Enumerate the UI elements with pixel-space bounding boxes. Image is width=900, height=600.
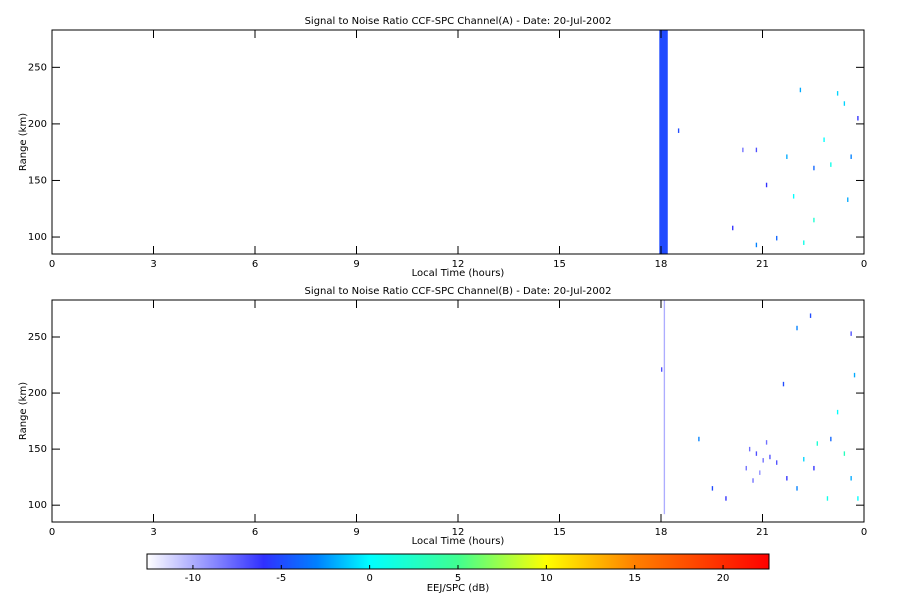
cell — [759, 470, 761, 475]
cell — [711, 486, 714, 491]
cell — [799, 87, 802, 93]
y-tick-label: 200 — [28, 388, 47, 399]
cell — [847, 197, 849, 202]
cell — [786, 476, 788, 481]
cell — [748, 446, 751, 452]
x-tick-label: 9 — [353, 527, 359, 538]
cell — [786, 154, 788, 159]
cell — [796, 486, 798, 491]
cell — [830, 162, 832, 167]
x-tick-label: 12 — [452, 527, 465, 538]
cell — [782, 381, 785, 387]
colorbar-tick-label: 15 — [628, 573, 641, 584]
cell — [745, 465, 747, 471]
colorbar-label: EEJ/SPC (dB) — [427, 583, 490, 594]
cell — [803, 456, 805, 462]
cell — [663, 300, 666, 515]
cell — [659, 30, 668, 254]
x-axis-label: Local Time (hours) — [412, 536, 505, 547]
x-tick-label: 21 — [756, 259, 769, 270]
colorbar-tick-label: 20 — [717, 573, 730, 584]
chart-title: Signal to Noise Ratio CCF-SPC Channel(B)… — [305, 286, 612, 297]
cell — [776, 235, 778, 241]
cell — [853, 372, 856, 378]
x-axis-label: Local Time (hours) — [412, 268, 505, 279]
cell — [792, 194, 795, 199]
colorbar-tick-label: 10 — [540, 573, 553, 584]
plot-frame — [51, 299, 865, 523]
cell — [857, 115, 859, 121]
y-axis-label: Range (km) — [18, 113, 29, 171]
cell — [803, 240, 805, 245]
colorbar-tick-label: -5 — [276, 573, 286, 584]
cell — [816, 441, 818, 446]
cell — [809, 313, 812, 318]
cell — [836, 91, 839, 96]
cell — [836, 409, 839, 415]
y-tick-label: 150 — [28, 444, 47, 455]
x-tick-label: 0 — [861, 527, 867, 538]
x-tick-label: 0 — [49, 527, 55, 538]
x-tick-label: 9 — [353, 259, 359, 270]
x-tick-label: 3 — [150, 527, 156, 538]
x-tick-label: 6 — [252, 259, 258, 270]
plot-frame — [51, 29, 865, 255]
y-tick-label: 100 — [28, 232, 47, 243]
x-tick-label: 0 — [49, 259, 55, 270]
cell — [755, 147, 758, 153]
x-tick-label: 15 — [553, 259, 566, 270]
cell — [765, 182, 768, 188]
x-tick-label: 0 — [861, 259, 867, 270]
cell — [661, 367, 663, 372]
cell — [752, 478, 754, 483]
cell — [725, 496, 727, 501]
cell — [850, 476, 852, 481]
colorbar-tick-label: 5 — [455, 573, 461, 584]
x-tick-label: 12 — [452, 259, 465, 270]
cell — [677, 128, 680, 133]
cell — [826, 496, 829, 501]
y-tick-label: 100 — [28, 500, 47, 511]
cell — [769, 454, 771, 460]
cell — [813, 465, 815, 471]
cell — [742, 147, 744, 153]
chart-title: Signal to Noise Ratio CCF-SPC Channel(A)… — [305, 16, 612, 27]
x-tick-label: 21 — [756, 527, 769, 538]
cell — [813, 217, 815, 223]
y-axis-label: Range (km) — [18, 382, 29, 440]
cell — [850, 154, 852, 159]
cell — [762, 458, 764, 463]
x-tick-label: 6 — [252, 527, 258, 538]
x-tick-label: 3 — [150, 259, 156, 270]
cell — [732, 225, 734, 231]
y-tick-label: 250 — [28, 62, 47, 73]
cell — [823, 137, 825, 142]
y-tick-label: 150 — [28, 175, 47, 186]
cell — [776, 460, 778, 465]
colorbar-tick-label: 0 — [366, 573, 372, 584]
cell — [755, 451, 758, 456]
colorbar-tick-label: -10 — [185, 573, 201, 584]
cell — [857, 496, 859, 501]
y-tick-label: 250 — [28, 332, 47, 343]
cell — [843, 451, 846, 456]
x-tick-label: 15 — [553, 527, 566, 538]
cell — [755, 242, 758, 248]
cell — [813, 165, 815, 171]
cell — [765, 440, 768, 445]
cell — [843, 101, 846, 106]
cell — [698, 436, 700, 442]
cell — [850, 331, 852, 336]
cell — [796, 325, 798, 331]
x-tick-label: 18 — [655, 259, 668, 270]
cell — [830, 436, 832, 442]
y-tick-label: 200 — [28, 119, 47, 130]
x-tick-label: 18 — [655, 527, 668, 538]
